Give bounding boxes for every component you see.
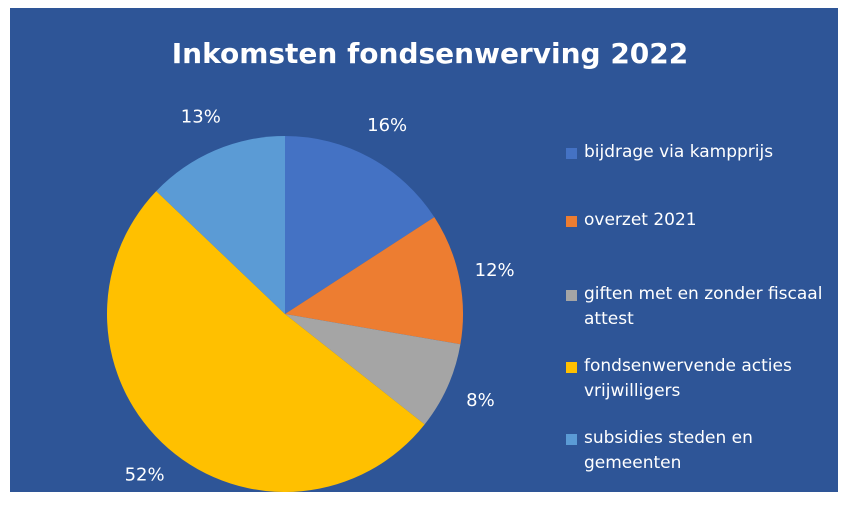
legend-swatch bbox=[566, 434, 577, 445]
legend-swatch bbox=[566, 290, 577, 301]
legend-swatch bbox=[566, 216, 577, 227]
legend-label: giften met en zonder fiscaal attest bbox=[584, 284, 823, 329]
chart-title: Inkomsten fondsenwerving 2022 bbox=[172, 37, 689, 70]
data-label: 8% bbox=[466, 390, 495, 411]
pie-slice bbox=[106, 191, 425, 493]
legend-item: overzet 2021 bbox=[566, 208, 834, 233]
legend-item: fondsenwervende acties vrijwilligers bbox=[566, 354, 834, 404]
legend-item: bijdrage via kampprijs bbox=[566, 140, 834, 165]
legend-swatch bbox=[566, 148, 577, 159]
data-label: 52% bbox=[125, 465, 165, 486]
legend-label: bijdrage via kampprijs bbox=[584, 142, 774, 162]
legend-label: subsidies steden en gemeenten bbox=[584, 428, 753, 473]
legend-item: subsidies steden en gemeenten bbox=[566, 426, 834, 476]
legend-label: fondsenwervende acties vrijwilligers bbox=[584, 356, 792, 401]
pie-slice bbox=[285, 314, 461, 425]
legend-label: overzet 2021 bbox=[584, 210, 697, 230]
legend-swatch bbox=[566, 362, 577, 373]
pie-slice bbox=[285, 217, 463, 345]
data-label: 13% bbox=[181, 106, 221, 127]
pie-slice bbox=[156, 136, 285, 314]
data-label: 12% bbox=[475, 260, 515, 281]
legend-item: giften met en zonder fiscaal attest bbox=[566, 282, 834, 332]
data-label: 16% bbox=[367, 115, 407, 136]
pie-slice bbox=[285, 136, 435, 314]
